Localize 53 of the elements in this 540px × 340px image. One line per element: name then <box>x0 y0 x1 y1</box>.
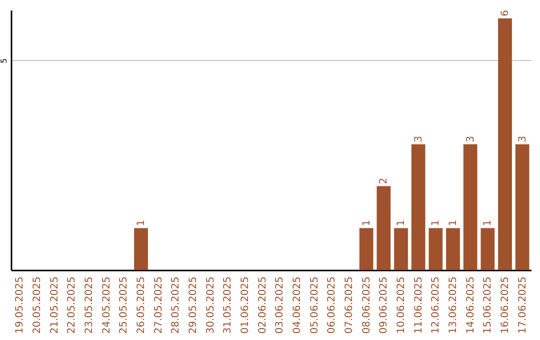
x-tick-label: 23.05.2025 <box>84 276 95 334</box>
bar <box>515 144 530 270</box>
data-label: 3 <box>517 136 528 142</box>
x-tick-label: 27.05.2025 <box>153 276 164 334</box>
x-tick-label: 06.06.2025 <box>326 276 338 334</box>
x-tick-label: 16.06.2025 <box>500 276 511 334</box>
data-label: 2 <box>378 178 390 184</box>
x-tick-label: 03.06.2025 <box>274 276 286 334</box>
bar <box>446 228 460 270</box>
x-tick-label: 31.05.2025 <box>222 276 234 334</box>
x-tick-label: 11.06.2025 <box>413 276 424 334</box>
x-tick-label: 30.05.2025 <box>205 276 216 334</box>
bar <box>463 144 478 270</box>
data-label: 6 <box>500 10 511 16</box>
data-label: 1 <box>361 220 372 226</box>
bar <box>134 228 148 270</box>
x-tick-label: 01.06.2025 <box>240 276 251 334</box>
x-tick-label: 20.05.2025 <box>32 276 43 334</box>
x-tick-label: 05.06.2025 <box>309 276 320 334</box>
bar <box>428 228 443 270</box>
bar <box>498 18 512 270</box>
data-label: 3 <box>465 136 476 142</box>
x-tick-label: 21.05.2025 <box>49 276 60 334</box>
data-label: 3 <box>413 136 424 142</box>
x-tick-label: 12.06.2025 <box>430 276 442 334</box>
bar <box>411 144 426 270</box>
x-tick-label: 13.06.2025 <box>448 276 459 334</box>
x-tick-label: 09.06.2025 <box>378 276 390 334</box>
x-tick-label: 28.05.2025 <box>170 276 182 334</box>
x-tick-label: 08.06.2025 <box>361 276 372 334</box>
x-tick-label: 07.06.2025 <box>344 276 355 334</box>
x-tick-label: 14.06.2025 <box>465 276 476 334</box>
bar <box>376 186 391 270</box>
y-tick-label: 5 <box>0 58 8 64</box>
bar <box>394 228 408 270</box>
x-tick-label: 24.05.2025 <box>101 276 112 334</box>
x-tick-label: 17.06.2025 <box>517 276 528 334</box>
x-tick-label: 04.06.2025 <box>292 276 303 334</box>
x-tick-label: 10.06.2025 <box>396 276 407 334</box>
x-tick-label: 19.05.2025 <box>14 276 26 334</box>
x-tick-label: 15.06.2025 <box>482 276 494 334</box>
data-label: 1 <box>396 220 407 226</box>
x-tick-label: 29.05.2025 <box>188 276 199 334</box>
data-label: 1 <box>136 220 147 226</box>
x-tick-label: 22.05.2025 <box>66 276 78 334</box>
bar <box>480 228 495 270</box>
bar <box>359 228 374 270</box>
data-label: 1 <box>482 220 494 226</box>
data-label: 1 <box>430 220 442 226</box>
x-tick-label: 26.05.2025 <box>136 276 147 334</box>
x-tick-label: 25.05.2025 <box>118 276 130 334</box>
data-label: 1 <box>448 220 459 226</box>
x-tick-label: 02.06.2025 <box>257 276 268 334</box>
